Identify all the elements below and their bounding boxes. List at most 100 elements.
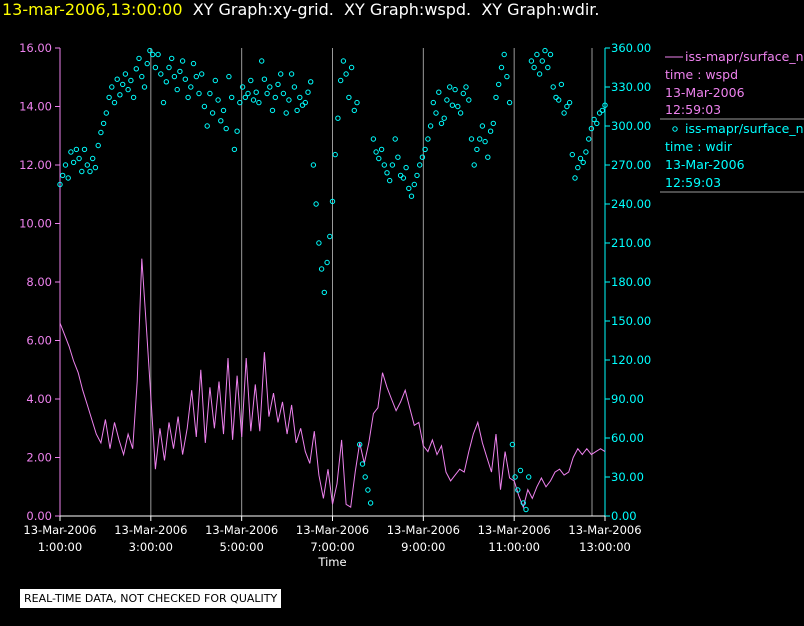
series-wdir-point	[351, 107, 357, 114]
y-left-tick-label: 0.00	[26, 509, 52, 523]
series-wdir-point	[193, 73, 200, 80]
series-wdir-point	[318, 266, 325, 272]
series-wdir-point	[76, 155, 82, 162]
series-wdir-point	[376, 155, 382, 162]
series-wdir-point	[460, 90, 466, 97]
series-wdir-point	[528, 58, 535, 64]
series-wdir-point	[133, 66, 140, 72]
legend-wdir-line2: 13-Mar-2006	[665, 157, 745, 172]
series-wdir-point	[207, 90, 213, 97]
y-right-tick-label: 330.00	[611, 80, 651, 94]
x-tick-label-time: 1:00:00	[38, 540, 82, 554]
y-left-tick-label: 4.00	[26, 392, 52, 406]
series-wdir-point	[141, 84, 148, 90]
series-wdir-point	[253, 89, 259, 95]
series-wdir-point	[419, 154, 426, 160]
series-wdir-point	[73, 146, 80, 153]
series-wdir-point	[523, 506, 529, 513]
series-wdir-point	[256, 99, 262, 106]
series-wdir-point	[553, 94, 559, 101]
series-wdir-point	[370, 136, 377, 142]
series-wdir-point	[340, 58, 347, 64]
series-wdir-point	[283, 110, 289, 116]
series-wdir-point	[378, 146, 385, 153]
y-right-tick-label: 240.00	[611, 197, 651, 211]
series-wdir-point	[299, 102, 306, 108]
series-wdir-point	[346, 94, 352, 101]
series-wdir-point	[250, 97, 257, 103]
series-wdir-point	[569, 151, 575, 158]
series-wdir-point	[196, 90, 202, 97]
series-wdir-point	[147, 47, 153, 54]
legend-wdir-swatch	[672, 126, 678, 132]
legend-wspd-line2: 13-Mar-2006	[665, 85, 745, 100]
series-wdir-point	[335, 115, 341, 121]
series-wdir-point	[231, 146, 238, 153]
series-wdir-point	[182, 76, 189, 82]
series-wdir-point	[117, 92, 123, 98]
series-wdir-point	[395, 154, 401, 160]
series-wdir-point	[468, 136, 475, 142]
x-tick-label-date: 13-Mar-2006	[205, 523, 278, 537]
series-wdir-point	[474, 146, 480, 153]
series-wdir-point	[477, 136, 483, 142]
series-wdir-point	[365, 487, 371, 493]
series-wdir-point	[515, 487, 521, 493]
series-wdir-point	[275, 81, 281, 88]
series-wdir-point	[357, 441, 363, 448]
series-wdir-point	[586, 136, 592, 142]
series-wdir-point	[588, 125, 595, 132]
y-right-tick-label: 60.00	[611, 431, 644, 445]
series-wdir-point	[109, 84, 115, 90]
series-wdir-point	[539, 58, 545, 64]
series-wdir-point	[438, 120, 445, 127]
series-wdir-point	[313, 201, 319, 207]
series-wdir-point	[556, 97, 562, 103]
title-wspd: XY Graph:wspd.	[344, 0, 472, 19]
x-tick-label-date: 13-Mar-2006	[478, 523, 551, 537]
y-right-tick-label: 0.00	[611, 509, 637, 523]
legend-wspd-name: iss-mapr/surface_n	[685, 49, 804, 64]
x-axis-label: Time	[317, 555, 346, 569]
series-wdir-point	[324, 259, 330, 266]
series-wdir-point	[84, 162, 91, 168]
series-wdir-point	[455, 103, 461, 110]
series-wdir-point	[575, 164, 581, 171]
series-wdir-point	[220, 107, 227, 114]
series-wdir-point	[332, 151, 338, 158]
y-right-tick-label: 270.00	[611, 158, 651, 172]
series-wdir-point	[160, 99, 167, 106]
y-left-tick-label: 16.00	[19, 41, 52, 55]
series-wdir-point	[92, 164, 99, 171]
x-tick-label-time: 13:00:00	[579, 540, 631, 554]
legend-wspd-line3: 12:59:03	[665, 102, 722, 117]
x-tick-label-time: 11:00:00	[488, 540, 540, 554]
series-wdir-point	[392, 136, 398, 142]
series-wdir-point	[577, 155, 584, 162]
series-wdir-point	[297, 94, 303, 101]
series-wdir-point	[354, 99, 360, 106]
x-tick-label-time: 3:00:00	[129, 540, 173, 554]
series-wdir-point	[397, 172, 404, 179]
series-wdir-point	[229, 94, 235, 101]
series-wdir-point	[338, 77, 344, 84]
series-wdir-point	[504, 73, 510, 80]
series-wdir-point	[272, 94, 278, 101]
series-wdir-point	[534, 51, 540, 58]
series-wdir-point	[310, 162, 317, 168]
series-wdir-point	[90, 155, 96, 162]
series-wdir-point	[547, 51, 554, 58]
series-wdir-point	[433, 110, 439, 116]
series-wdir-point	[179, 58, 186, 64]
series-wdir-point	[463, 84, 469, 90]
series-wdir-point	[367, 500, 374, 506]
series-wdir-point	[430, 99, 436, 106]
series-wdir-point	[509, 441, 516, 448]
series-wdir-point	[327, 233, 333, 240]
series-wdir-point	[62, 162, 69, 168]
series-wdir-point	[269, 107, 276, 114]
y-right-tick-label: 210.00	[611, 236, 651, 250]
series-wdir-point	[291, 84, 298, 90]
series-wdir-point	[542, 47, 548, 54]
